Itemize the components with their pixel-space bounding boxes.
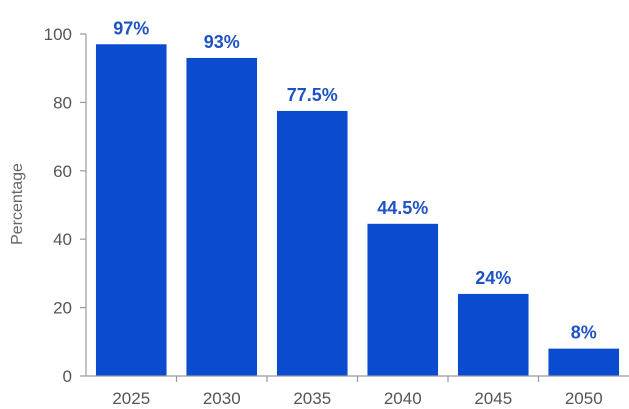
bar-2050 bbox=[548, 348, 620, 376]
x-tick-label-2030: 2030 bbox=[203, 389, 241, 408]
data-label-2050: 8% bbox=[571, 323, 597, 343]
x-tick-label-2045: 2045 bbox=[474, 389, 512, 408]
bars-group bbox=[95, 44, 620, 376]
data-label-2045: 24% bbox=[475, 268, 511, 288]
y-tick-label: 40 bbox=[53, 230, 72, 249]
y-tick-label: 100 bbox=[44, 25, 72, 44]
x-tick-label-2050: 2050 bbox=[565, 389, 603, 408]
bar-2025 bbox=[95, 44, 167, 376]
x-axis-ticks: 2025 2030 2035 2040 2045 2050 bbox=[112, 376, 603, 408]
x-tick-label-2025: 2025 bbox=[112, 389, 150, 408]
x-tick-label-2040: 2040 bbox=[384, 389, 422, 408]
y-axis-ticks: 0 20 40 60 80 100 bbox=[44, 25, 86, 386]
data-label-2030: 93% bbox=[204, 32, 240, 52]
y-tick-label: 20 bbox=[53, 299, 72, 318]
y-tick-label: 0 bbox=[63, 367, 72, 386]
y-axis-title: Percentage bbox=[9, 163, 26, 245]
data-label-2040: 44.5% bbox=[377, 198, 428, 218]
y-tick-label: 60 bbox=[53, 162, 72, 181]
x-tick-label-2035: 2035 bbox=[293, 389, 331, 408]
y-tick-label: 80 bbox=[53, 93, 72, 112]
bar-2035 bbox=[276, 110, 348, 376]
bar-2045 bbox=[457, 293, 529, 376]
bar-2040 bbox=[367, 223, 439, 376]
data-label-2025: 97% bbox=[113, 18, 149, 38]
data-labels-group: 97% 93% 77.5% 44.5% 24% 8% bbox=[113, 18, 597, 342]
data-label-2035: 77.5% bbox=[287, 85, 338, 105]
bar-2030 bbox=[186, 57, 258, 376]
